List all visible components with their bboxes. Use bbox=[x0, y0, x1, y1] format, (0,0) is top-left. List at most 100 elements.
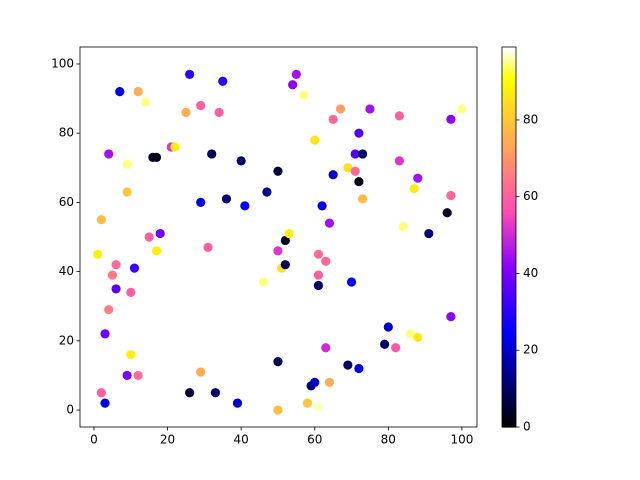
colorbar-step bbox=[502, 214, 516, 217]
colorbar-step bbox=[502, 381, 516, 384]
colorbar-step bbox=[502, 161, 516, 164]
colorbar-step bbox=[502, 398, 516, 401]
colorbar-tick-label: 80 bbox=[523, 112, 538, 126]
colorbar-step bbox=[502, 237, 516, 240]
colorbar-step bbox=[502, 366, 516, 369]
colorbar-step bbox=[502, 425, 516, 428]
colorbar-step bbox=[502, 166, 516, 170]
colorbar-step bbox=[502, 104, 516, 107]
colorbar-step bbox=[502, 408, 516, 411]
colorbar-step bbox=[502, 330, 516, 333]
colorbar-step bbox=[502, 368, 516, 371]
point bbox=[151, 246, 162, 256]
colorbar-step bbox=[502, 385, 516, 388]
colorbar-step bbox=[502, 387, 516, 390]
colorbar-frame bbox=[501, 46, 517, 428]
colorbar-step bbox=[502, 178, 516, 181]
colorbar-step bbox=[502, 362, 516, 365]
point bbox=[442, 208, 452, 218]
point bbox=[394, 156, 404, 166]
colorbar-step bbox=[502, 142, 516, 145]
colorbar-step bbox=[502, 347, 516, 350]
colorbar-step bbox=[502, 185, 516, 189]
colorbar-step bbox=[502, 352, 516, 356]
colorbar-step bbox=[502, 107, 516, 111]
colorbar-step bbox=[502, 311, 516, 314]
point bbox=[122, 370, 132, 381]
colorbar-step bbox=[502, 98, 516, 101]
colorbar-step bbox=[502, 419, 516, 422]
point bbox=[111, 260, 121, 270]
colorbar-step bbox=[502, 339, 516, 343]
point bbox=[133, 87, 143, 97]
point bbox=[288, 80, 298, 90]
y-tick-label: 80 bbox=[59, 126, 74, 140]
colorbar-step bbox=[502, 261, 516, 265]
colorbar-step bbox=[502, 263, 516, 267]
colorbar-step bbox=[502, 100, 516, 103]
point bbox=[93, 249, 103, 259]
colorbar-step bbox=[502, 170, 516, 173]
colorbar-step bbox=[502, 149, 516, 153]
colorbar-step bbox=[502, 276, 516, 280]
colorbar-step bbox=[502, 88, 516, 92]
colorbar-step bbox=[502, 119, 516, 122]
point bbox=[446, 190, 456, 201]
plot-frame bbox=[79, 46, 478, 428]
colorbar-step bbox=[502, 301, 516, 305]
colorbar-step bbox=[502, 168, 516, 172]
point bbox=[273, 356, 283, 367]
colorbar-step bbox=[502, 389, 516, 392]
point bbox=[170, 142, 180, 152]
colorbar-step bbox=[502, 130, 516, 134]
point bbox=[284, 228, 294, 239]
colorbar-step bbox=[502, 83, 516, 86]
colorbar-step bbox=[502, 297, 516, 301]
colorbar-step bbox=[502, 326, 516, 329]
colorbar-step bbox=[502, 136, 516, 139]
colorbar-step bbox=[502, 162, 516, 166]
colorbar-step bbox=[502, 155, 516, 158]
colorbar-step bbox=[502, 50, 516, 54]
y-tick-label: 40 bbox=[59, 264, 74, 278]
colorbar-step bbox=[502, 250, 516, 253]
colorbar-step bbox=[502, 371, 516, 375]
colorbar-step bbox=[502, 86, 516, 90]
colorbar-step bbox=[502, 383, 516, 386]
colorbar-step bbox=[502, 333, 516, 337]
colorbar-tick-label: 0 bbox=[523, 420, 531, 434]
point bbox=[324, 218, 335, 228]
point bbox=[258, 277, 268, 287]
colorbar-step bbox=[502, 121, 516, 124]
colorbar-step bbox=[502, 58, 516, 61]
point bbox=[273, 405, 283, 415]
point bbox=[413, 332, 423, 342]
point bbox=[232, 398, 243, 408]
y-tick-label: 60 bbox=[59, 195, 74, 209]
colorbar-step bbox=[502, 370, 516, 373]
colorbar-step bbox=[502, 111, 516, 115]
colorbar-step bbox=[502, 235, 516, 238]
colorbar-step bbox=[502, 273, 516, 276]
colorbar-step bbox=[502, 322, 516, 325]
y-tick-label: 20 bbox=[59, 333, 74, 347]
colorbar-tick-label: 60 bbox=[523, 189, 538, 203]
colorbar-step bbox=[502, 227, 516, 230]
colorbar-step bbox=[502, 390, 516, 394]
point bbox=[310, 135, 320, 145]
colorbar-step bbox=[502, 265, 516, 268]
colorbar-step bbox=[502, 275, 516, 278]
colorbar-step bbox=[502, 400, 516, 403]
colorbar-step bbox=[502, 197, 516, 200]
point bbox=[280, 235, 290, 246]
colorbar-step bbox=[502, 56, 516, 59]
colorbar-step bbox=[502, 337, 516, 341]
colorbar-step bbox=[502, 147, 516, 151]
colorbar-step bbox=[502, 64, 516, 67]
point bbox=[218, 76, 228, 86]
colorbar-step bbox=[502, 81, 516, 84]
colorbar-step bbox=[502, 341, 516, 344]
point bbox=[394, 111, 404, 121]
point bbox=[313, 249, 324, 259]
